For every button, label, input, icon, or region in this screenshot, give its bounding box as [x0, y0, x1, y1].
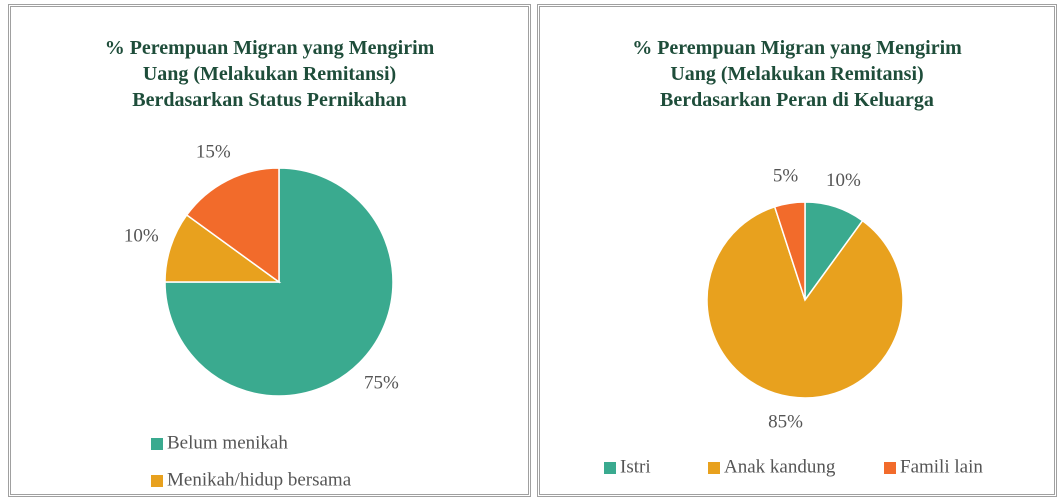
pie-slice — [773, 201, 806, 301]
legend-swatch — [708, 462, 720, 474]
chart: 75% 10% 15% Belum menikah Menikah/hidup bers… — [124, 141, 399, 490]
legend-label: Istri — [620, 456, 651, 477]
pie-slice — [706, 205, 904, 399]
legend-swatch — [151, 438, 163, 450]
legend-swatch — [151, 475, 163, 487]
chart-panel: % Perempuan Migran yang Mengirim Uang (M… — [537, 4, 1057, 497]
data-label: 10% — [826, 170, 861, 191]
legend-swatch — [604, 462, 616, 474]
legend-label: Menikah/hidup bersama — [167, 469, 352, 490]
chart-title: % Perempuan Migran yang Mengirim Uang (M… — [632, 37, 962, 111]
legend-label: Famili lain — [900, 456, 983, 477]
pie-slice — [185, 167, 280, 284]
data-label: 75% — [364, 373, 399, 394]
legend-label: Anak kandung — [724, 456, 836, 477]
data-label: 15% — [196, 141, 231, 162]
chart-panel: % Perempuan Migran yang Mengirim Uang (M… — [8, 4, 531, 497]
data-label: 85% — [768, 411, 803, 432]
legend-label: Belum menikah — [167, 432, 288, 453]
data-label: 10% — [124, 226, 159, 247]
legend-swatch — [884, 462, 896, 474]
pie-slice — [164, 167, 394, 397]
chart: 10% 85% 5% Istri Anak kandung Famili lain — [604, 165, 983, 477]
pie-slice — [164, 213, 282, 283]
chart-title: % Perempuan Migran yang Mengirim Uang (M… — [104, 37, 435, 111]
data-label: 5% — [773, 165, 799, 186]
